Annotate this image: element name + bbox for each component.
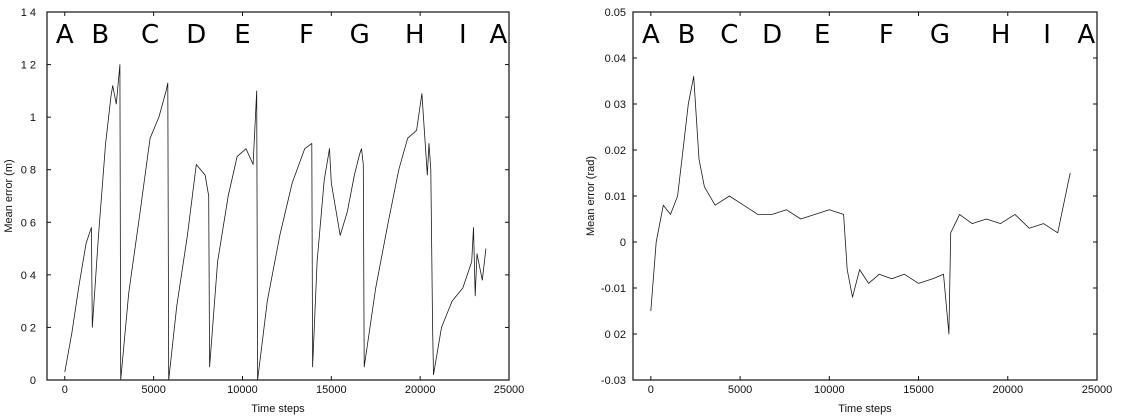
y-tick-label: 0.04	[605, 53, 626, 65]
segment-label: D	[762, 20, 782, 50]
segment-label: C	[141, 20, 159, 50]
x-tick-label: 20000	[992, 384, 1023, 396]
x-tick-label: 10000	[227, 384, 258, 396]
segment-label: E	[234, 20, 250, 50]
y-tick-label: 0	[620, 237, 626, 249]
segment-label: F	[879, 20, 894, 50]
y-tick-label: -0.01	[601, 283, 626, 295]
y-tick-label: 0.05	[605, 7, 626, 19]
y-axis-label: Mean error (m)	[3, 159, 15, 232]
x-tick-label: 0	[648, 384, 654, 396]
segment-label: I	[1043, 20, 1051, 50]
plot-area	[46, 11, 510, 381]
segment-label: A	[489, 20, 507, 50]
x-tick-label: 15000	[903, 384, 934, 396]
chart-right-heading-error: 0 5000 10000 15000 20000 25000 -0.03 0 02 -0.01 0…	[585, 7, 1112, 415]
x-tick-label: 25000	[1082, 384, 1113, 396]
segment-label: A	[1077, 20, 1095, 50]
x-tick-label: 5000	[141, 384, 165, 396]
x-tick-label: 0	[62, 384, 68, 396]
y-tick-label: -0.03	[601, 375, 626, 387]
y-tick-label: 0 6	[21, 217, 36, 229]
x-tick-label: 5000	[728, 384, 752, 396]
segment-label: G	[930, 20, 950, 50]
x-axis-label: Time steps	[838, 403, 892, 415]
y-tick-label: 0.02	[605, 145, 626, 157]
series-line	[650, 76, 1071, 335]
series-line	[64, 64, 487, 381]
x-tick-label: 20000	[405, 384, 436, 396]
y-tick-label: 0	[30, 375, 36, 387]
chart-left-position-error: 0 5000 10000 15000 20000 25000 0 0 2 0 4 0 6 0 8 1 1…	[3, 7, 524, 415]
y-tick-label: 0 03	[605, 99, 626, 111]
segment-label: F	[299, 20, 314, 50]
plot-area	[632, 11, 1098, 381]
segment-label: G	[350, 20, 370, 50]
segment-label: A	[642, 20, 660, 50]
y-tick-label: 1 4	[21, 7, 36, 19]
y-axis-label: Mean error (rad)	[585, 156, 597, 236]
x-tick-label: 15000	[316, 384, 347, 396]
y-tick-label: 0 2	[21, 322, 36, 334]
segment-label: D	[186, 20, 206, 50]
y-tick-label: 0 4	[21, 270, 36, 282]
y-tick-label: 1 2	[21, 60, 36, 72]
y-tick-label: 0 8	[21, 165, 36, 177]
x-tick-label: 10000	[814, 384, 845, 396]
segment-label: A	[56, 20, 74, 50]
y-tick-label: 1	[30, 112, 36, 124]
y-tick-label: 0.01	[605, 191, 626, 203]
y-tick-label: 0 02	[605, 329, 626, 341]
x-axis-label: Time steps	[251, 403, 305, 415]
segment-label: H	[405, 20, 425, 50]
segment-label: I	[459, 20, 467, 50]
x-tick-label: 25000	[494, 384, 525, 396]
segment-label: B	[678, 20, 696, 50]
segment-label: C	[720, 20, 738, 50]
segment-label: H	[991, 20, 1011, 50]
segment-label: E	[814, 20, 830, 50]
segment-label: B	[91, 20, 109, 50]
